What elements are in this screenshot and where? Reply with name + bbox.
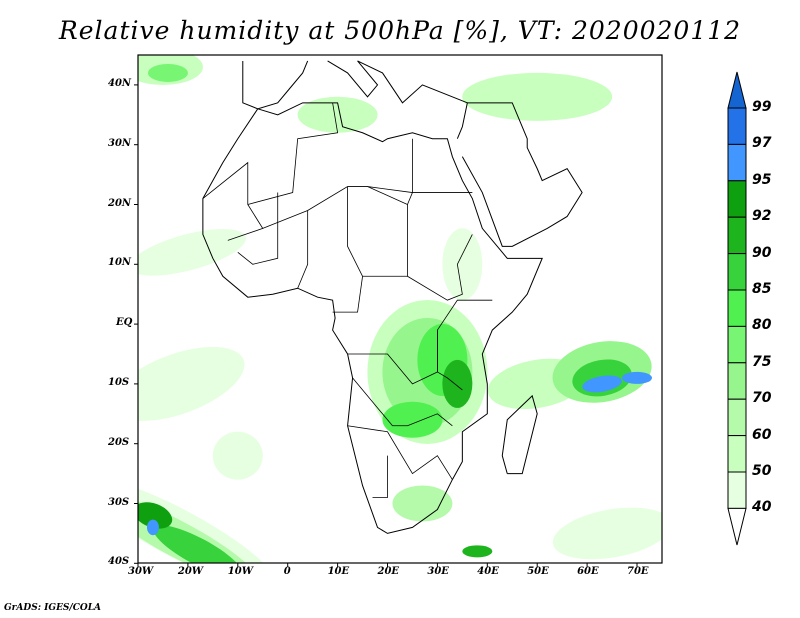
country-border bbox=[407, 138, 413, 205]
lon-label: 70E bbox=[627, 566, 649, 577]
lon-label: 40E bbox=[477, 566, 499, 577]
lat-label: 20S bbox=[108, 436, 130, 448]
europe-coastline bbox=[327, 60, 468, 104]
country-border bbox=[202, 161, 264, 241]
colorbar-segment bbox=[727, 216, 747, 255]
lat-label: 10N bbox=[108, 257, 132, 269]
country-border bbox=[262, 186, 408, 277]
lon-label: 10E bbox=[327, 566, 350, 577]
colorbar-over-triangle bbox=[727, 71, 747, 109]
colorbar-label: 90 bbox=[752, 244, 772, 261]
colorbar-label: 70 bbox=[752, 390, 772, 407]
lat-label: 30S bbox=[108, 496, 130, 508]
lat-label: 20N bbox=[108, 197, 132, 209]
credit-label: GrADS: IGES/COLA bbox=[4, 603, 102, 613]
colorbar-label: 40 bbox=[752, 499, 772, 516]
madagascar-coastline bbox=[501, 394, 538, 475]
humidity-patch bbox=[462, 545, 493, 558]
lon-label: 60E bbox=[577, 566, 599, 577]
humidity-patch bbox=[147, 63, 188, 82]
humidity-patch bbox=[138, 229, 247, 276]
humidity-patch bbox=[552, 507, 662, 560]
lon-label: 0 bbox=[283, 566, 291, 577]
country-border bbox=[347, 425, 453, 480]
colorbar-segment bbox=[727, 435, 747, 473]
humidity-patch bbox=[146, 519, 159, 536]
colorbar-label: 97 bbox=[752, 135, 772, 152]
colorbar-segment bbox=[727, 398, 747, 437]
country-border bbox=[237, 192, 279, 265]
lat-label: 30N bbox=[108, 137, 132, 149]
colorbar-label: 60 bbox=[752, 426, 772, 443]
arabia-coastline bbox=[456, 102, 583, 247]
humidity-patch bbox=[442, 359, 473, 408]
humidity-patch bbox=[582, 375, 622, 393]
colorbar-segment bbox=[727, 107, 747, 145]
lon-label: 10W bbox=[227, 566, 253, 577]
lat-label: 40S bbox=[108, 556, 130, 568]
colorbar-segment bbox=[727, 471, 747, 509]
humidity-patch bbox=[442, 228, 483, 301]
map-title: Relative humidity at 500hPa [%], VT: 202… bbox=[58, 16, 742, 45]
humidity-patch bbox=[462, 72, 613, 121]
country-border bbox=[297, 210, 309, 289]
humidity-patch bbox=[153, 525, 243, 563]
colorbar-segment bbox=[727, 362, 747, 400]
humidity-patch bbox=[297, 96, 378, 133]
humidity-field bbox=[138, 55, 662, 563]
country-border bbox=[367, 186, 473, 193]
humidity-patch bbox=[622, 371, 652, 384]
lon-label: 30W bbox=[128, 566, 154, 577]
colorbar-label: 50 bbox=[752, 463, 772, 479]
country-border bbox=[352, 377, 453, 427]
colorbar-segment bbox=[727, 180, 747, 218]
lat-label: 10S bbox=[108, 376, 130, 388]
colorbar-under-triangle bbox=[727, 507, 747, 546]
country-border bbox=[332, 186, 363, 313]
humidity-patch bbox=[212, 431, 263, 480]
lon-label: 20W bbox=[177, 566, 204, 577]
colorbar-label: 92 bbox=[752, 208, 772, 225]
colorbar-segment bbox=[727, 143, 747, 182]
humidity-patch bbox=[138, 346, 245, 421]
colorbar-segment bbox=[727, 289, 747, 327]
iberia-coastline bbox=[242, 60, 309, 110]
lon-label: 50E bbox=[527, 566, 549, 577]
humidity-patch bbox=[382, 401, 443, 438]
lat-label: EQ bbox=[116, 317, 133, 329]
lat-label: 40N bbox=[108, 77, 132, 89]
country-border bbox=[372, 455, 388, 498]
colorbar-label: 95 bbox=[752, 171, 772, 188]
lon-label: 20E bbox=[377, 566, 400, 577]
africa-coastline bbox=[202, 102, 543, 534]
colorbar-label: 75 bbox=[752, 353, 772, 370]
colorbar-label: 99 bbox=[752, 99, 772, 115]
lon-label: 30E bbox=[427, 566, 449, 577]
country-border bbox=[436, 330, 463, 391]
map-frame bbox=[137, 54, 663, 564]
country-border bbox=[407, 234, 473, 301]
colorbar-label: 80 bbox=[752, 317, 772, 334]
humidity-patch bbox=[138, 502, 173, 529]
colorbar-label: 85 bbox=[752, 281, 772, 297]
colorbar-segment bbox=[727, 253, 747, 291]
colorbar-segment bbox=[727, 325, 747, 364]
humidity-patch bbox=[392, 485, 453, 522]
